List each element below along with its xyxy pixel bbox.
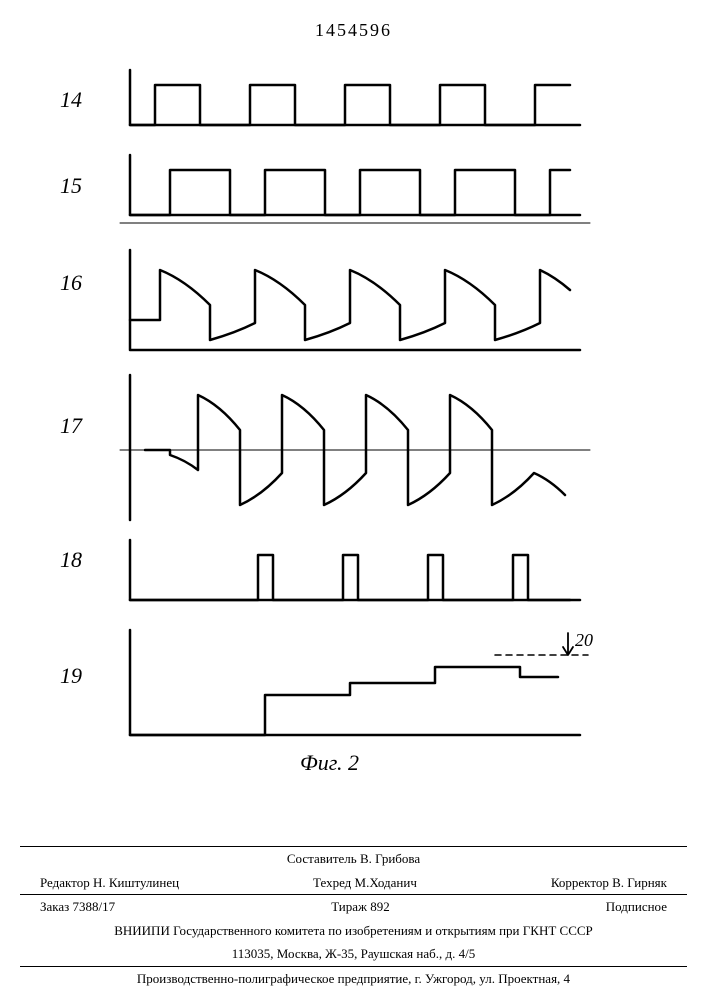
wave-16: [130, 270, 570, 340]
wave-18: [130, 555, 570, 600]
label-15: 15: [60, 173, 82, 199]
zakaz: Заказ 7388/17: [40, 897, 115, 917]
corrector: Корректор В. Гирняк: [551, 873, 667, 893]
wave-15: [130, 170, 570, 215]
wave-14: [130, 85, 570, 125]
label-16: 16: [60, 270, 82, 296]
timing-diagram: 14 15 16 17 18 19 20 Фиг. 2: [90, 55, 610, 775]
org-line1: ВНИИПИ Государственного комитета по изоб…: [0, 919, 707, 943]
printer-line: Производственно-полиграфическое предприя…: [0, 967, 707, 1000]
podpis: Подписное: [606, 897, 667, 917]
label-14: 14: [60, 87, 82, 113]
tirazh: Тираж 892: [331, 897, 390, 917]
patent-number: 1454596: [0, 20, 707, 41]
editor: Редактор Н. Киштулинец: [40, 873, 179, 893]
compiler-line: Составитель В. Грибова: [0, 847, 707, 871]
waveform-svg: [90, 55, 610, 775]
label-20: 20: [575, 630, 593, 651]
footer: Составитель В. Грибова Редактор Н. Кишту…: [0, 846, 707, 1000]
page: 1454596: [0, 0, 707, 1000]
label-19: 19: [60, 663, 82, 689]
credits-row: Редактор Н. Киштулинец Техред М.Ходанич …: [0, 871, 707, 895]
org-line2: 113035, Москва, Ж-35, Раушская наб., д. …: [0, 942, 707, 966]
techred: Техред М.Ходанич: [313, 873, 417, 893]
arrow-20: [563, 633, 573, 655]
figure-caption: Фиг. 2: [300, 750, 359, 776]
axis-14: [130, 70, 580, 125]
wave-19: [130, 667, 558, 735]
label-18: 18: [60, 547, 82, 573]
order-row: Заказ 7388/17 Тираж 892 Подписное: [0, 895, 707, 919]
label-17: 17: [60, 413, 82, 439]
axis-15: [130, 155, 580, 215]
